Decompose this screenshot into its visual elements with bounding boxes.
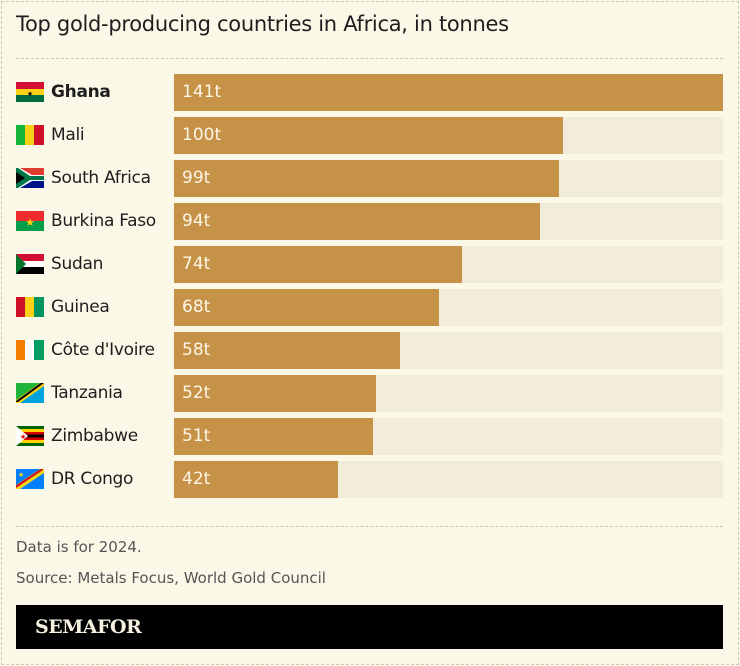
brand-bar: SEMAFOR xyxy=(16,605,723,649)
category-label: South Africa xyxy=(51,168,151,188)
svg-text:★: ★ xyxy=(18,471,24,479)
bar xyxy=(174,289,439,326)
svg-text:★: ★ xyxy=(25,216,35,229)
ghana-flag-icon: ★ xyxy=(16,82,44,102)
bar-row: ★ Burkina Faso 94t xyxy=(16,203,723,240)
bar xyxy=(174,160,560,197)
category-label: Tanzania xyxy=(51,383,123,403)
data-label: 99t xyxy=(182,168,211,188)
dr-congo-flag-icon: ★ xyxy=(16,469,44,489)
bar-track: 51t xyxy=(174,418,723,455)
svg-text:★: ★ xyxy=(27,90,33,98)
sudan-flag-icon xyxy=(16,254,44,274)
svg-text:★: ★ xyxy=(20,433,26,441)
data-label: 42t xyxy=(182,469,211,489)
source-note: Source: Metals Focus, World Gold Council xyxy=(16,569,326,587)
bar-row: Sudan 74t xyxy=(16,246,723,283)
data-label: 51t xyxy=(182,426,211,446)
bar-row: South Africa 99t xyxy=(16,160,723,197)
bar xyxy=(174,375,377,412)
divider xyxy=(16,58,723,59)
bar-row: ★ Zimbabwe 51t xyxy=(16,418,723,455)
data-label: 94t xyxy=(182,211,211,231)
bar-track: 99t xyxy=(174,160,723,197)
tanzania-flag-icon xyxy=(16,383,44,403)
bar-track: 141t xyxy=(174,74,723,111)
category-label: Mali xyxy=(51,125,85,145)
bar-row: Guinea 68t xyxy=(16,289,723,326)
burkina-faso-flag-icon: ★ xyxy=(16,211,44,231)
category-label: DR Congo xyxy=(51,469,134,489)
bar-row: ★ DR Congo 42t xyxy=(16,461,723,498)
chart-title: Top gold-producing countries in Africa, … xyxy=(16,12,509,36)
zimbabwe-flag-icon: ★ xyxy=(16,426,44,446)
divider xyxy=(16,526,723,527)
bar xyxy=(174,203,541,240)
bar xyxy=(174,246,463,283)
bar-row: Côte d'Ivoire 58t xyxy=(16,332,723,369)
bar xyxy=(174,332,400,369)
bar xyxy=(174,418,373,455)
bar-row: Tanzania 52t xyxy=(16,375,723,412)
cote-divoire-flag-icon xyxy=(16,340,44,360)
data-label: 100t xyxy=(182,125,222,145)
bar-track: 68t xyxy=(174,289,723,326)
bar-row: ★ Ghana 141t xyxy=(16,74,723,111)
category-label: Sudan xyxy=(51,254,104,274)
category-label: Burkina Faso xyxy=(51,211,156,231)
category-label: Ghana xyxy=(51,82,111,102)
guinea-flag-icon xyxy=(16,297,44,317)
mali-flag-icon xyxy=(16,125,44,145)
bar-track: 94t xyxy=(174,203,723,240)
category-label: Guinea xyxy=(51,297,110,317)
bar-track: 74t xyxy=(174,246,723,283)
data-note: Data is for 2024. xyxy=(16,538,142,556)
data-label: 58t xyxy=(182,340,211,360)
bar xyxy=(174,74,723,111)
bar-track: 52t xyxy=(174,375,723,412)
bar xyxy=(174,117,564,154)
semafor-logo: SEMAFOR xyxy=(35,616,142,638)
category-label: Zimbabwe xyxy=(51,426,138,446)
data-label: 52t xyxy=(182,383,211,403)
bar-row: Mali 100t xyxy=(16,117,723,154)
bar-track: 100t xyxy=(174,117,723,154)
data-label: 74t xyxy=(182,254,211,274)
bar-track: 58t xyxy=(174,332,723,369)
data-label: 141t xyxy=(182,82,222,102)
category-label: Côte d'Ivoire xyxy=(51,340,155,360)
data-label: 68t xyxy=(182,297,211,317)
south-africa-flag-icon xyxy=(16,168,44,188)
bar-track: 42t xyxy=(174,461,723,498)
bar xyxy=(174,461,338,498)
